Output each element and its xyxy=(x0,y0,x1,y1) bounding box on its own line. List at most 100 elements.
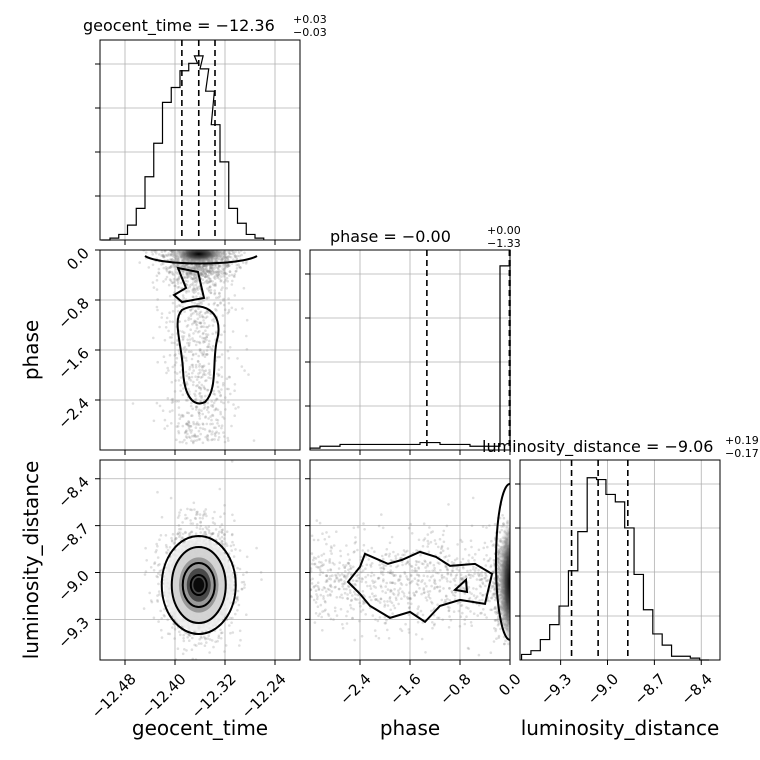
scatter-point xyxy=(406,601,410,605)
scatter-point xyxy=(196,384,199,387)
scatter-point xyxy=(209,291,213,295)
scatter-point xyxy=(182,331,186,335)
scatter-point xyxy=(216,381,219,384)
scatter-point xyxy=(200,268,204,272)
title-geocent-time-err-minus: −0.03 xyxy=(293,26,327,39)
scatter-point xyxy=(363,601,366,605)
scatter-point xyxy=(171,397,175,401)
scatter-point xyxy=(394,596,398,600)
scatter-point xyxy=(202,315,205,319)
scatter-point xyxy=(201,368,204,372)
scatter-point xyxy=(220,531,224,534)
scatter-point xyxy=(168,353,172,357)
scatter-point xyxy=(175,278,179,282)
scatter-point xyxy=(229,544,233,548)
scatter-point xyxy=(197,375,200,379)
scatter-point xyxy=(195,326,199,330)
scatter-point xyxy=(196,434,200,438)
scatter-point xyxy=(233,414,236,418)
scatter-point xyxy=(490,608,494,612)
scatter-point xyxy=(185,359,188,362)
scatter-point xyxy=(197,423,201,426)
scatter-point xyxy=(198,311,201,315)
scatter-point xyxy=(150,250,154,253)
scatter-point xyxy=(223,271,226,275)
scatter-point xyxy=(329,583,333,587)
scatter-point xyxy=(469,576,472,579)
scatter-point xyxy=(312,585,316,589)
scatter-point xyxy=(202,264,206,268)
scatter-point xyxy=(231,330,235,333)
scatter-point xyxy=(198,341,202,345)
scatter-point xyxy=(208,373,212,377)
scatter-point xyxy=(329,549,333,553)
scatter-point xyxy=(323,586,327,590)
title-phase-err-minus: −1.33 xyxy=(487,237,521,250)
scatter-point xyxy=(171,320,174,324)
scatter-point xyxy=(494,605,497,609)
scatter-point xyxy=(195,324,199,327)
scatter-point xyxy=(225,287,228,290)
scatter-point xyxy=(157,572,160,575)
scatter-point xyxy=(181,305,185,309)
scatter-point xyxy=(207,376,210,379)
scatter-point xyxy=(459,578,463,581)
scatter-point xyxy=(423,582,427,585)
scatter-point xyxy=(475,595,479,598)
scatter-point xyxy=(144,546,147,550)
scatter-point xyxy=(188,390,191,393)
scatter-point xyxy=(210,272,213,275)
scatter-point xyxy=(184,531,187,535)
scatter-point xyxy=(164,265,168,269)
scatter-point xyxy=(190,375,194,379)
scatter-point xyxy=(337,580,341,583)
scatter-point xyxy=(199,272,202,275)
scatter-point xyxy=(343,581,347,585)
scatter-point xyxy=(191,636,194,640)
scatter-point xyxy=(207,438,210,442)
scatter-point xyxy=(198,437,202,441)
scatter-point xyxy=(177,431,181,435)
scatter-point xyxy=(446,572,450,576)
scatter-point xyxy=(415,590,418,593)
scatter-point xyxy=(168,278,172,281)
scatter-point xyxy=(225,530,229,533)
scatter-point xyxy=(164,360,167,364)
scatter-point xyxy=(245,613,248,616)
scatter-point xyxy=(190,312,193,316)
scatter-point xyxy=(183,265,186,269)
scatter-point xyxy=(147,266,151,269)
scatter-point xyxy=(231,616,234,620)
scatter-point xyxy=(167,369,170,372)
scatter-point xyxy=(198,313,201,317)
scatter-point xyxy=(344,564,348,567)
scatter-point xyxy=(168,311,171,315)
scatter-point xyxy=(318,565,321,569)
scatter-point xyxy=(197,267,200,270)
scatter-point xyxy=(204,275,207,279)
scatter-point xyxy=(325,579,329,582)
scatter-point xyxy=(235,267,239,270)
scatter-point xyxy=(193,268,196,271)
scatter-point xyxy=(199,661,202,664)
scatter-point xyxy=(191,522,195,525)
scatter-point xyxy=(462,566,465,570)
scatter-point xyxy=(316,566,320,569)
scatter-point xyxy=(193,302,197,305)
scatter-point xyxy=(438,585,442,589)
scatter-point xyxy=(231,513,234,517)
scatter-point xyxy=(157,272,161,275)
scatter-point xyxy=(194,389,198,393)
scatter-point xyxy=(203,644,207,647)
scatter-point xyxy=(407,606,411,610)
scatter-point xyxy=(356,598,359,601)
scatter-point xyxy=(188,377,191,381)
scatter-point xyxy=(205,514,208,518)
scatter-point xyxy=(219,410,222,414)
scatter-point xyxy=(181,264,184,268)
scatter-point xyxy=(131,402,135,405)
scatter-point xyxy=(218,391,221,394)
scatter-point xyxy=(234,250,237,253)
scatter-point xyxy=(181,337,185,340)
scatter-point xyxy=(212,271,216,274)
